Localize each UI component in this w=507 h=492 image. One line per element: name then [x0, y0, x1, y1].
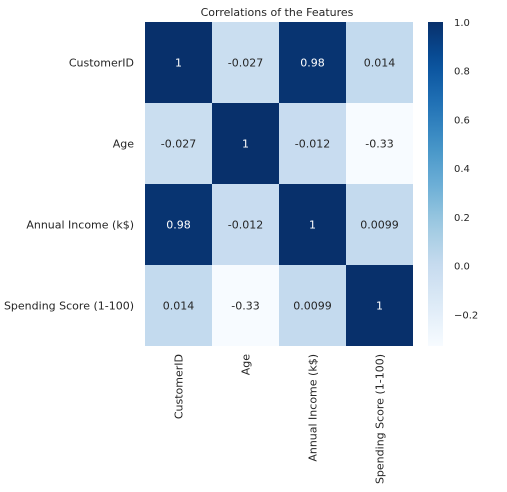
- cell-value-label: -0.027: [228, 57, 263, 70]
- heatmap-cell: [145, 103, 212, 184]
- heatmap-cell: [212, 265, 279, 346]
- heatmap-cells: 1 -0.027 0.98 0.014 -0.027 1 -0.012 -0.33 0.98 -0…: [145, 22, 413, 346]
- colorbar-tick-label: 0.8: [454, 67, 470, 78]
- cell-value-label: -0.012: [295, 138, 330, 151]
- cell-value-label: 1: [309, 219, 316, 232]
- heatmap-cell: [279, 265, 346, 346]
- colorbar-tick-label: 1.0: [454, 18, 470, 29]
- colorbar-tick-label: 0.0: [454, 262, 470, 273]
- cell-value-label: 1: [242, 138, 249, 151]
- cell-value-label: -0.33: [365, 138, 393, 151]
- colorbar-tick-label: −0.2: [454, 310, 478, 321]
- heatmap-cell: [346, 265, 413, 346]
- cell-value-label: -0.33: [231, 300, 259, 313]
- heatmap-cell: [279, 22, 346, 103]
- cell-value-label: 1: [376, 300, 383, 313]
- column-label: CustomerID: [173, 354, 186, 419]
- colorbar-tick-label: 0.6: [454, 115, 470, 126]
- heatmap-cell: [145, 184, 212, 265]
- cell-value-label: -0.027: [161, 138, 196, 151]
- cell-value-label: 0.98: [300, 57, 325, 70]
- row-labels: CustomerID Age Annual Income (k$) Spending …: [4, 57, 134, 313]
- row-label: Annual Income (k$): [26, 219, 134, 232]
- column-label: Annual Income (k$): [307, 354, 320, 462]
- heatmap-cell: [145, 265, 212, 346]
- heatmap-cell: [212, 103, 279, 184]
- colorbar-tick-label: 0.2: [454, 213, 470, 224]
- chart-title: Correlations of the Features: [201, 6, 354, 19]
- column-label: Spending Score (1-100): [374, 354, 387, 484]
- cell-value-label: 0.0099: [293, 300, 332, 313]
- cell-value-label: 1: [175, 57, 182, 70]
- colorbar-tick-label: 0.4: [454, 164, 470, 175]
- heatmap-cell: [346, 22, 413, 103]
- heatmap-cell: [212, 22, 279, 103]
- cell-value-label: 0.0099: [360, 219, 399, 232]
- row-label: Age: [113, 138, 135, 151]
- heatmap-cell: [145, 22, 212, 103]
- colorbar: 1.0 0.8 0.6 0.4 0.2 0.0 −0.2: [428, 18, 478, 346]
- cell-value-label: -0.012: [228, 219, 263, 232]
- column-label: Age: [240, 354, 253, 376]
- cell-value-label: 0.014: [364, 57, 396, 70]
- heatmap-cell: [212, 184, 279, 265]
- heatmap-cell: [279, 184, 346, 265]
- cell-value-label: 0.98: [166, 219, 191, 232]
- column-labels: CustomerID Age Annual Income (k$) Spending …: [173, 354, 387, 484]
- row-label: CustomerID: [69, 57, 134, 70]
- cell-value-label: 0.014: [163, 300, 195, 313]
- colorbar-gradient: [428, 22, 443, 346]
- heatmap-cell: [346, 184, 413, 265]
- heatmap-cell: [346, 103, 413, 184]
- heatmap-cell: [279, 103, 346, 184]
- row-label: Spending Score (1-100): [4, 300, 134, 313]
